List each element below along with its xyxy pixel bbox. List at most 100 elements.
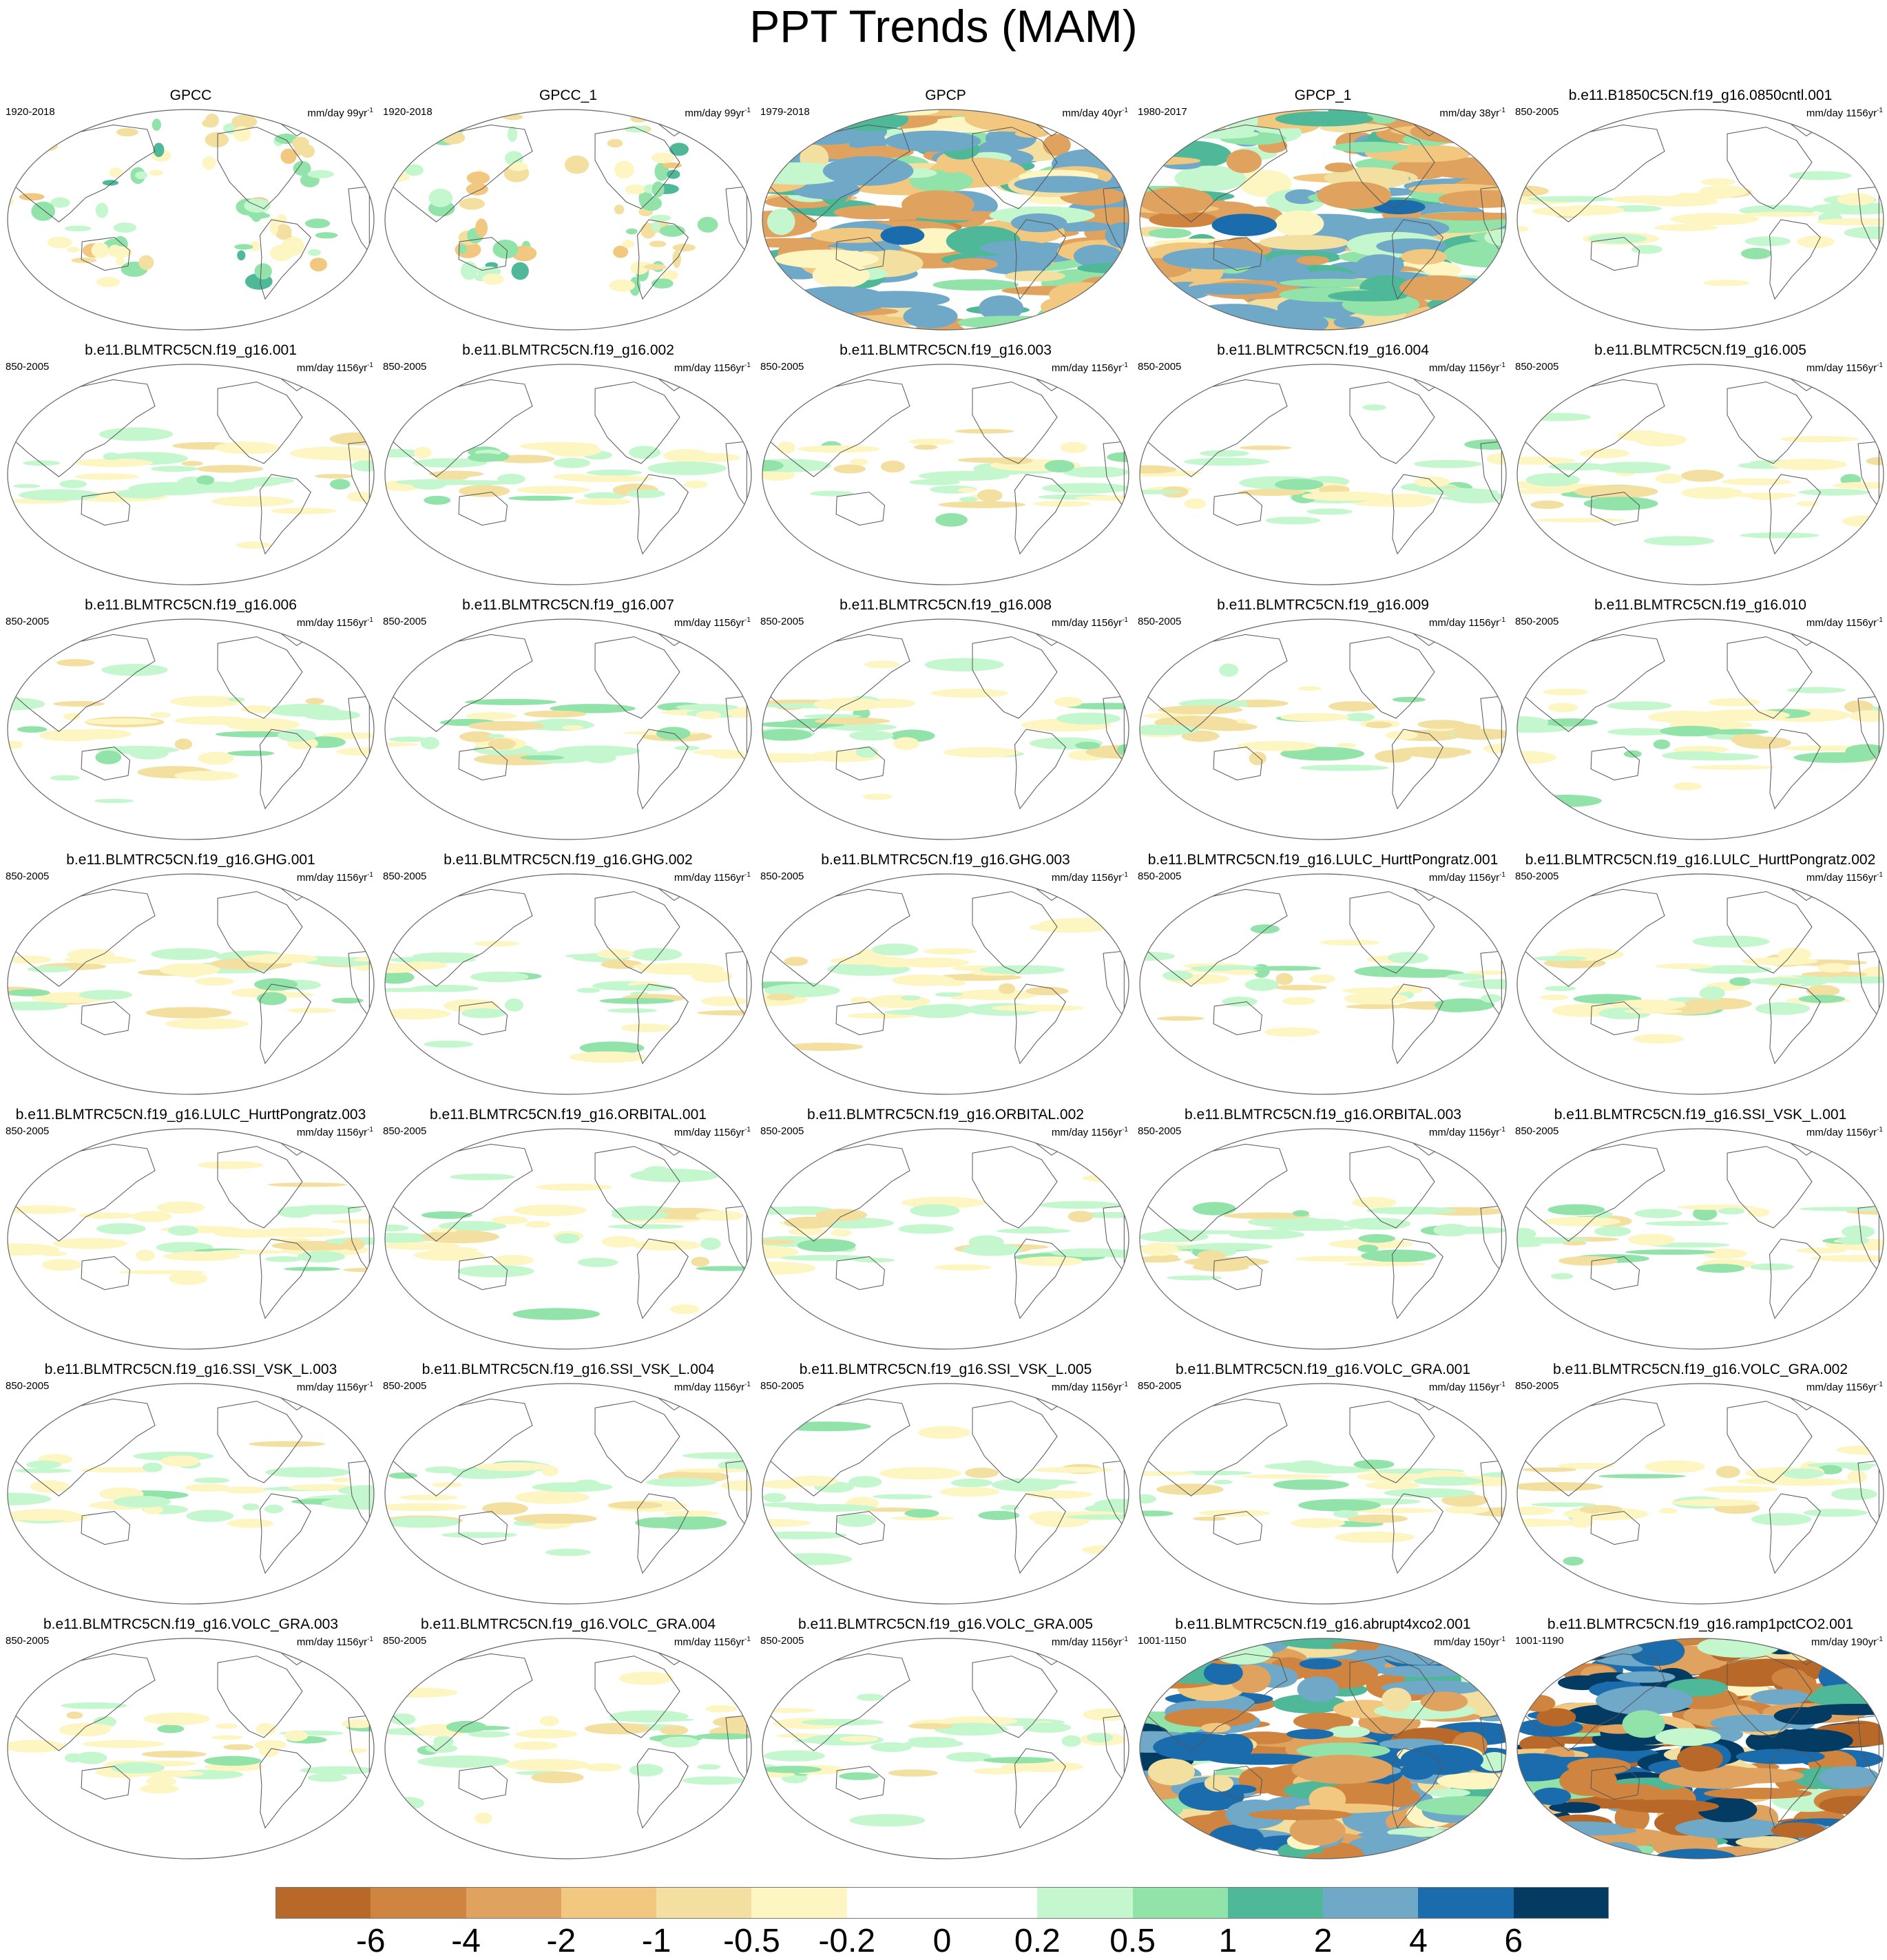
coastline [1769, 1493, 1821, 1574]
trend-patch [215, 1723, 238, 1729]
trend-patch [682, 1776, 746, 1785]
trend-patch [1419, 315, 1472, 330]
trend-patch [139, 1784, 179, 1794]
trend-patch [918, 1426, 971, 1439]
trend-patch [880, 460, 906, 473]
coastline [1391, 1748, 1443, 1829]
trend-patch [908, 438, 955, 445]
trend-patch [1670, 213, 1759, 225]
trend-patch [1240, 445, 1292, 450]
trend-patch [1140, 465, 1177, 474]
trend-patch [562, 725, 583, 730]
trend-patch [1517, 457, 1576, 465]
trend-patch [1174, 165, 1247, 191]
map-border [1516, 109, 1884, 331]
trend-patch [672, 250, 681, 269]
trend-patch [1645, 1220, 1729, 1227]
coastline [1213, 1511, 1263, 1545]
trend-patch [169, 696, 244, 707]
world-map [762, 1383, 1129, 1605]
trend-patch [1017, 1256, 1083, 1266]
trend-patch [629, 1764, 663, 1777]
trend-patch [1777, 947, 1812, 961]
trend-patch [1282, 997, 1315, 1005]
panel-units: mm/day 1156yr-1 [297, 869, 373, 884]
panel-title: b.e11.BLMTRC5CN.f19_g16.abrupt4xco2.001 [1175, 1616, 1471, 1632]
trend-patch [148, 169, 164, 176]
trend-patch [788, 1504, 876, 1512]
world-map [7, 1638, 375, 1859]
trend-patch [1698, 709, 1791, 721]
trend-patch [1004, 270, 1066, 282]
coastline [1521, 379, 1665, 477]
panel-title: b.e11.BLMTRC5CN.f19_g16.005 [1594, 342, 1806, 358]
trend-patch [150, 466, 198, 472]
trend-patch [95, 750, 122, 764]
panel-units-text: mm/day 1156yr [296, 872, 368, 884]
trend-patch [1178, 1470, 1252, 1476]
trend-patch [1164, 1708, 1256, 1727]
trend-patch [1280, 747, 1365, 761]
trend-patch [980, 240, 1050, 255]
trend-patch [797, 445, 880, 453]
trend-patch [475, 218, 488, 238]
trend-patch [1362, 404, 1386, 411]
panel-units: mm/day 1156yr-1 [1806, 869, 1883, 884]
trend-patch [1653, 739, 1671, 749]
trend-patch [872, 943, 919, 956]
coastline [1727, 1401, 1813, 1483]
trend-patch [1550, 1273, 1574, 1280]
trend-patch [1029, 921, 1112, 933]
trend-patch [1226, 149, 1262, 174]
trend-patch [194, 1477, 230, 1483]
trend-patch [459, 198, 485, 210]
coastline [217, 127, 303, 209]
world-map [762, 618, 1129, 840]
trend-patch [713, 752, 751, 759]
coastline [1480, 1205, 1502, 1273]
panel-units-text: mm/day 1156yr [296, 1127, 368, 1138]
trend-patch [300, 1766, 374, 1775]
trend-patch [1803, 1508, 1868, 1517]
trend-patch [762, 1492, 786, 1503]
panel-period: 850-2005 [1515, 106, 1559, 118]
trend-patch [389, 736, 428, 742]
trend-patch [211, 1735, 243, 1740]
panel-units-text: mm/day 1156yr [1051, 1127, 1123, 1138]
trend-patch [1382, 1680, 1485, 1696]
trend-patch [1549, 1802, 1601, 1813]
trend-patch [546, 444, 602, 457]
world-map [384, 1383, 752, 1605]
trend-patch [553, 745, 640, 757]
coastline [1349, 1656, 1435, 1738]
map-panel: b.e11.BLMTRC5CN.f19_g16.010 850-2005 mm/da… [1512, 596, 1887, 844]
colorbar-box [846, 1887, 943, 1919]
coastline [1213, 1001, 1263, 1036]
trend-patch [532, 1482, 613, 1492]
trend-patch [667, 169, 680, 179]
trend-patch [1153, 1733, 1248, 1761]
trend-patch [1140, 490, 1182, 494]
panel-title: b.e11.BLMTRC5CN.f19_g16.ORBITAL.002 [807, 1107, 1084, 1123]
trend-field [1140, 1459, 1506, 1543]
panel-units: mm/day 1156yr-1 [1429, 614, 1505, 629]
trend-patch [1579, 1505, 1623, 1514]
trend-patch [1767, 1638, 1873, 1646]
trend-patch [1401, 249, 1447, 265]
trend-patch [30, 1480, 70, 1493]
panel-period: 850-2005 [760, 361, 804, 373]
trend-patch [1046, 311, 1101, 330]
panel-units: mm/day 1156yr-1 [297, 1379, 373, 1394]
trend-patch [762, 1531, 847, 1540]
trend-patch [1060, 112, 1101, 140]
panel-units: mm/day 1156yr-1 [1052, 869, 1128, 884]
trend-patch [801, 1718, 884, 1726]
coastline [217, 1401, 303, 1483]
trend-patch [83, 1724, 112, 1730]
trend-patch [459, 731, 496, 742]
panel-period: 850-2005 [760, 616, 804, 627]
trend-patch [1783, 745, 1865, 751]
coastline [1028, 880, 1063, 901]
trend-patch [8, 1001, 68, 1011]
trend-patch [812, 262, 870, 289]
